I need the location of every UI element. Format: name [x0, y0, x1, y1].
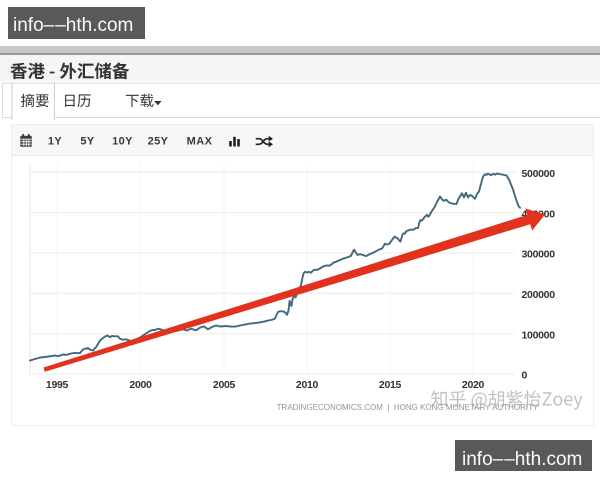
- svg-text:0: 0: [522, 370, 528, 382]
- svg-text:2000: 2000: [129, 379, 152, 391]
- svg-text:25Y: 25Y: [148, 135, 169, 147]
- svg-text:5Y: 5Y: [80, 135, 95, 147]
- svg-text:500000: 500000: [522, 168, 556, 180]
- svg-text:200000: 200000: [522, 289, 556, 301]
- svg-text:MAX: MAX: [187, 135, 213, 147]
- svg-text:TRADINGECONOMICS.COM | HONG: TRADINGECONOMICS.COM | HONG KONG MONETAR…: [277, 403, 539, 412]
- svg-text:1Y: 1Y: [48, 135, 63, 147]
- svg-text:1995: 1995: [46, 379, 69, 391]
- svg-text:2020: 2020: [462, 379, 485, 391]
- svg-text:10Y: 10Y: [112, 135, 133, 147]
- svg-text:2015: 2015: [379, 379, 402, 391]
- svg-text:300000: 300000: [522, 249, 556, 261]
- svg-text:100000: 100000: [522, 329, 556, 341]
- svg-text:2010: 2010: [296, 379, 319, 391]
- svg-text:2005: 2005: [213, 379, 236, 391]
